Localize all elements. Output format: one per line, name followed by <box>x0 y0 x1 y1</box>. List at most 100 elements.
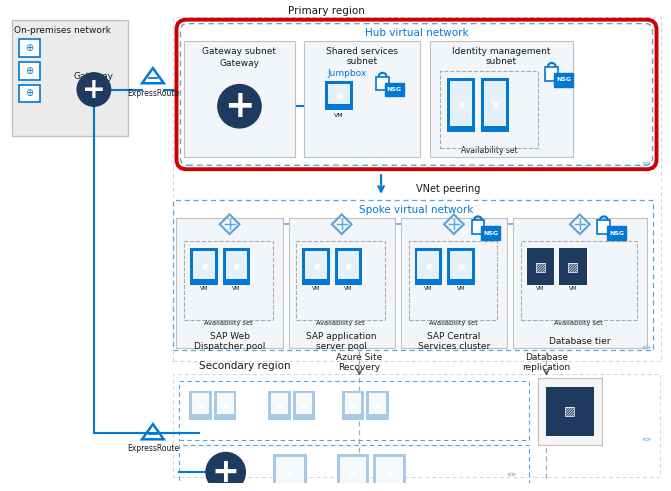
Bar <box>172 200 653 350</box>
Bar <box>271 393 288 414</box>
Text: ⊕: ⊕ <box>25 66 33 76</box>
Bar <box>366 390 389 420</box>
Text: ExpressRoute: ExpressRoute <box>127 89 179 98</box>
Bar <box>607 226 626 240</box>
Bar <box>193 251 215 279</box>
Bar <box>19 84 40 102</box>
Text: +: + <box>224 88 255 125</box>
Bar <box>172 374 660 477</box>
Text: VM: VM <box>344 286 353 291</box>
Text: +: + <box>212 456 240 489</box>
Text: replication: replication <box>522 363 570 372</box>
Text: Gateway: Gateway <box>219 59 260 68</box>
Text: «»: «» <box>641 435 652 444</box>
Text: ▣: ▣ <box>286 468 293 478</box>
Bar <box>481 78 509 132</box>
Text: NSG: NSG <box>386 87 402 92</box>
Text: SAP Central
Services cluster: SAP Central Services cluster <box>418 331 490 351</box>
Text: SAP Web
Dispatcher pool: SAP Web Dispatcher pool <box>194 331 265 351</box>
Bar <box>430 41 573 158</box>
Bar <box>19 62 40 80</box>
Text: VM: VM <box>536 286 545 291</box>
Text: VM: VM <box>334 112 344 117</box>
Text: Database: Database <box>525 353 568 361</box>
Text: Availability set: Availability set <box>554 320 603 326</box>
Bar <box>189 390 212 420</box>
Bar <box>305 251 327 279</box>
Bar <box>342 390 364 420</box>
Text: Identity management: Identity management <box>452 47 550 55</box>
Text: ▣: ▣ <box>491 100 499 109</box>
Text: Shared services: Shared services <box>326 47 399 55</box>
Bar <box>214 390 236 420</box>
Bar <box>450 81 472 126</box>
Bar <box>481 226 500 240</box>
Bar <box>305 41 421 158</box>
Bar <box>295 393 312 414</box>
Bar <box>447 78 474 132</box>
Text: Spoke virtual network: Spoke virtual network <box>359 205 474 215</box>
Text: ⊕: ⊕ <box>25 88 33 99</box>
Text: Database tier: Database tier <box>549 337 611 346</box>
Text: VM: VM <box>456 286 465 291</box>
Bar <box>19 39 40 57</box>
Bar <box>373 455 406 491</box>
FancyBboxPatch shape <box>176 20 656 169</box>
Text: ⊕: ⊕ <box>25 43 33 53</box>
Text: ▨: ▨ <box>567 260 579 273</box>
Bar <box>554 73 573 86</box>
Bar <box>273 455 307 491</box>
Bar <box>440 71 538 148</box>
Bar <box>176 218 282 348</box>
Text: ▣: ▣ <box>312 262 320 271</box>
Text: ExpressRoute: ExpressRoute <box>127 444 179 453</box>
Text: Hub virtual network: Hub virtual network <box>365 28 468 38</box>
Bar <box>289 218 395 348</box>
Bar <box>546 67 558 81</box>
Text: Availability set: Availability set <box>317 320 365 326</box>
Bar <box>293 390 315 420</box>
Text: VM: VM <box>312 286 320 291</box>
Text: ▨: ▨ <box>535 260 546 273</box>
Text: +: + <box>82 76 106 104</box>
Text: Availability set: Availability set <box>204 320 253 326</box>
Text: ▣: ▣ <box>385 468 393 478</box>
Text: Jumpbox: Jumpbox <box>327 69 366 78</box>
Text: NSG: NSG <box>609 231 624 236</box>
Bar <box>335 248 362 285</box>
Bar <box>192 393 209 414</box>
Text: subnet: subnet <box>486 57 517 66</box>
Text: Availability set: Availability set <box>461 146 517 155</box>
Text: «»: «» <box>641 160 652 169</box>
Bar <box>268 390 291 420</box>
Bar <box>450 251 472 279</box>
Text: VM: VM <box>424 286 433 291</box>
Bar <box>276 458 305 486</box>
Text: subnet: subnet <box>347 57 378 66</box>
Bar <box>559 248 586 285</box>
Bar <box>409 241 497 320</box>
Text: ▣: ▣ <box>457 100 465 109</box>
Bar <box>338 251 360 279</box>
Text: «»: «» <box>641 344 652 353</box>
Text: ▣: ▣ <box>424 262 432 271</box>
Bar <box>185 41 295 158</box>
Bar <box>521 241 637 320</box>
Text: ▣: ▣ <box>221 401 229 410</box>
Bar <box>538 378 603 445</box>
Bar <box>172 17 662 361</box>
Text: On-premises network: On-premises network <box>14 26 111 35</box>
Bar <box>223 248 250 285</box>
Text: Gateway subnet: Gateway subnet <box>203 47 276 55</box>
Text: VM: VM <box>200 286 208 291</box>
Circle shape <box>206 453 246 491</box>
Bar <box>447 248 474 285</box>
Bar <box>345 393 362 414</box>
Bar <box>376 458 403 486</box>
Text: ▣: ▣ <box>349 401 356 410</box>
Bar <box>484 81 506 126</box>
Bar <box>376 77 389 90</box>
Text: ▣: ▣ <box>335 91 343 100</box>
Bar <box>325 81 352 110</box>
Text: «»: «» <box>507 470 517 480</box>
